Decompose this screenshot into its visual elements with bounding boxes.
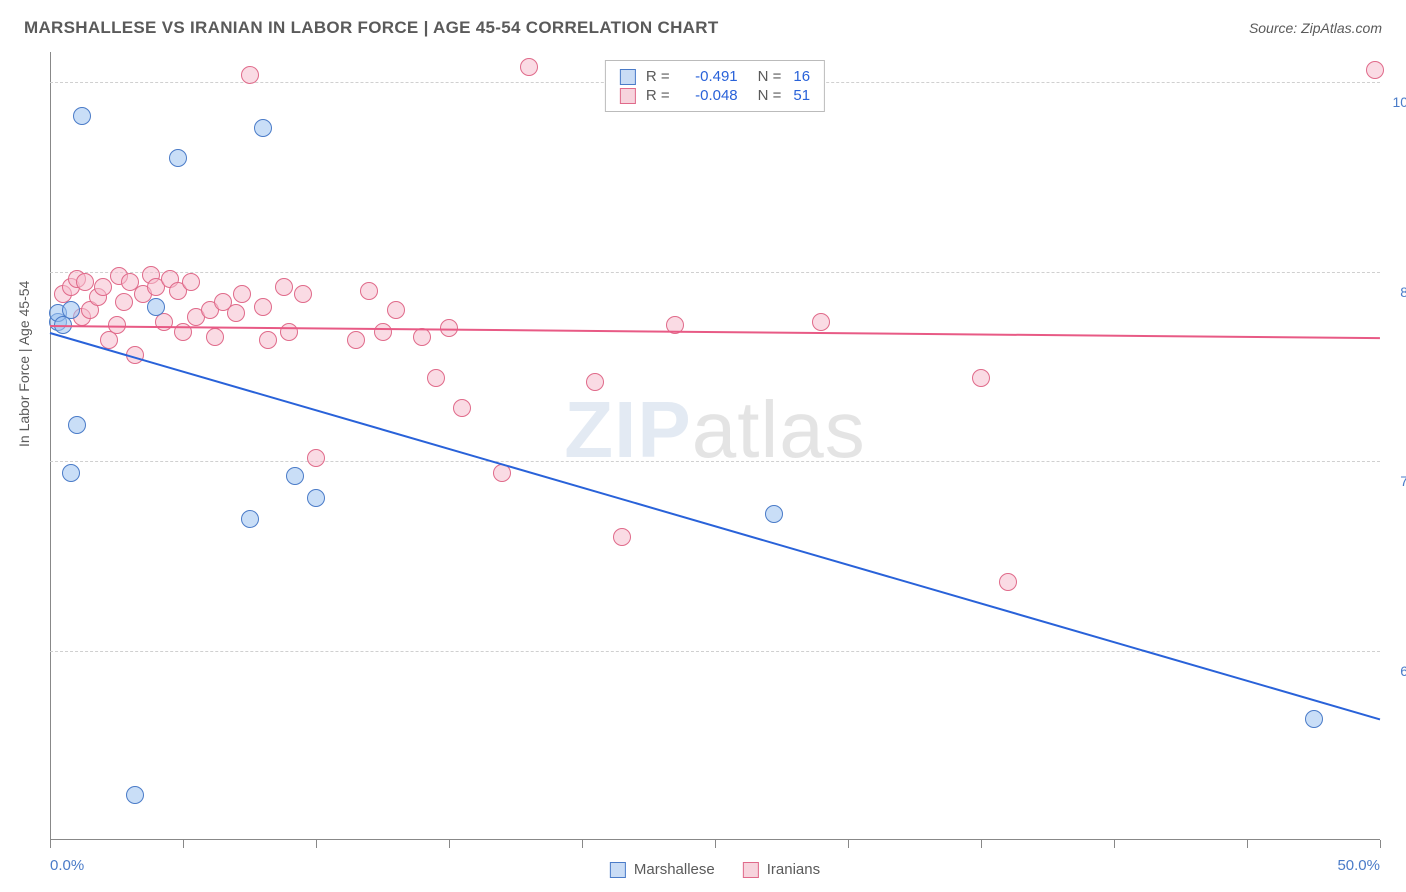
x-tick xyxy=(981,840,982,848)
correlation-legend: R = -0.491 N = 16 R = -0.048 N = 51 xyxy=(605,60,825,112)
legend-label: Marshallese xyxy=(634,861,715,878)
series-legend: Marshallese Iranians xyxy=(610,861,820,878)
data-point xyxy=(241,66,259,84)
x-tick xyxy=(316,840,317,848)
data-point xyxy=(147,298,165,316)
data-point xyxy=(972,369,990,387)
n-label: N = xyxy=(758,68,782,85)
y-tick-label: 100.0% xyxy=(1393,94,1406,110)
x-tick xyxy=(50,840,51,848)
data-point xyxy=(259,331,277,349)
y-tick-label: 87.5% xyxy=(1400,284,1406,300)
data-point xyxy=(360,282,378,300)
legend-swatch xyxy=(620,69,636,85)
data-point xyxy=(169,149,187,167)
legend-row: R = -0.491 N = 16 xyxy=(620,67,810,86)
gridline-h xyxy=(50,461,1380,462)
data-point xyxy=(613,528,631,546)
data-point xyxy=(453,399,471,417)
y-axis-label: In Labor Force | Age 45-54 xyxy=(16,281,32,447)
data-point xyxy=(347,331,365,349)
data-point xyxy=(374,323,392,341)
x-tick-label: 50.0% xyxy=(1337,857,1380,874)
r-label: R = xyxy=(646,68,670,85)
legend-row: R = -0.048 N = 51 xyxy=(620,86,810,105)
y-axis-line xyxy=(50,52,51,840)
x-tick xyxy=(449,840,450,848)
data-point xyxy=(206,328,224,346)
data-point xyxy=(275,278,293,296)
data-point xyxy=(586,373,604,391)
data-point xyxy=(68,416,86,434)
data-point xyxy=(999,573,1017,591)
data-point xyxy=(73,107,91,125)
data-point xyxy=(115,293,133,311)
legend-swatch xyxy=(620,88,636,104)
x-tick xyxy=(1380,840,1381,848)
legend-label: Iranians xyxy=(767,861,820,878)
trend-line xyxy=(50,325,1380,339)
watermark: ZIPatlas xyxy=(564,384,865,476)
x-tick xyxy=(1247,840,1248,848)
plot-area: ZIPatlas 62.5%75.0%87.5%100.0%0.0%50.0% xyxy=(50,52,1380,840)
legend-swatch xyxy=(743,862,759,878)
y-tick-label: 75.0% xyxy=(1400,473,1406,489)
data-point xyxy=(126,786,144,804)
gridline-h xyxy=(50,272,1380,273)
x-tick-label: 0.0% xyxy=(50,857,84,874)
data-point xyxy=(254,298,272,316)
gridline-h xyxy=(50,651,1380,652)
x-tick xyxy=(715,840,716,848)
data-point xyxy=(76,273,94,291)
n-value: 51 xyxy=(793,87,810,104)
x-tick xyxy=(848,840,849,848)
r-value: -0.491 xyxy=(682,68,738,85)
data-point xyxy=(307,489,325,507)
data-point xyxy=(387,301,405,319)
data-point xyxy=(254,119,272,137)
r-label: R = xyxy=(646,87,670,104)
source-prefix: Source: xyxy=(1249,20,1301,36)
data-point xyxy=(286,467,304,485)
legend-item: Marshallese xyxy=(610,861,715,878)
source-attribution: Source: ZipAtlas.com xyxy=(1249,20,1382,36)
legend-swatch xyxy=(610,862,626,878)
data-point xyxy=(307,449,325,467)
data-point xyxy=(182,273,200,291)
data-point xyxy=(1366,61,1384,79)
data-point xyxy=(94,278,112,296)
data-point xyxy=(294,285,312,303)
y-tick-label: 62.5% xyxy=(1400,663,1406,679)
n-value: 16 xyxy=(793,68,810,85)
n-label: N = xyxy=(758,87,782,104)
x-tick xyxy=(1114,840,1115,848)
x-tick xyxy=(183,840,184,848)
legend-item: Iranians xyxy=(743,861,820,878)
data-point xyxy=(765,505,783,523)
data-point xyxy=(227,304,245,322)
data-point xyxy=(233,285,251,303)
data-point xyxy=(62,464,80,482)
x-tick xyxy=(582,840,583,848)
chart-container: ZIPatlas 62.5%75.0%87.5%100.0%0.0%50.0% … xyxy=(50,52,1380,840)
data-point xyxy=(280,323,298,341)
data-point xyxy=(1305,710,1323,728)
data-point xyxy=(520,58,538,76)
data-point xyxy=(427,369,445,387)
r-value: -0.048 xyxy=(682,87,738,104)
data-point xyxy=(812,313,830,331)
data-point xyxy=(413,328,431,346)
chart-title: MARSHALLESE VS IRANIAN IN LABOR FORCE | … xyxy=(24,18,719,38)
source-name: ZipAtlas.com xyxy=(1301,20,1382,36)
data-point xyxy=(241,510,259,528)
